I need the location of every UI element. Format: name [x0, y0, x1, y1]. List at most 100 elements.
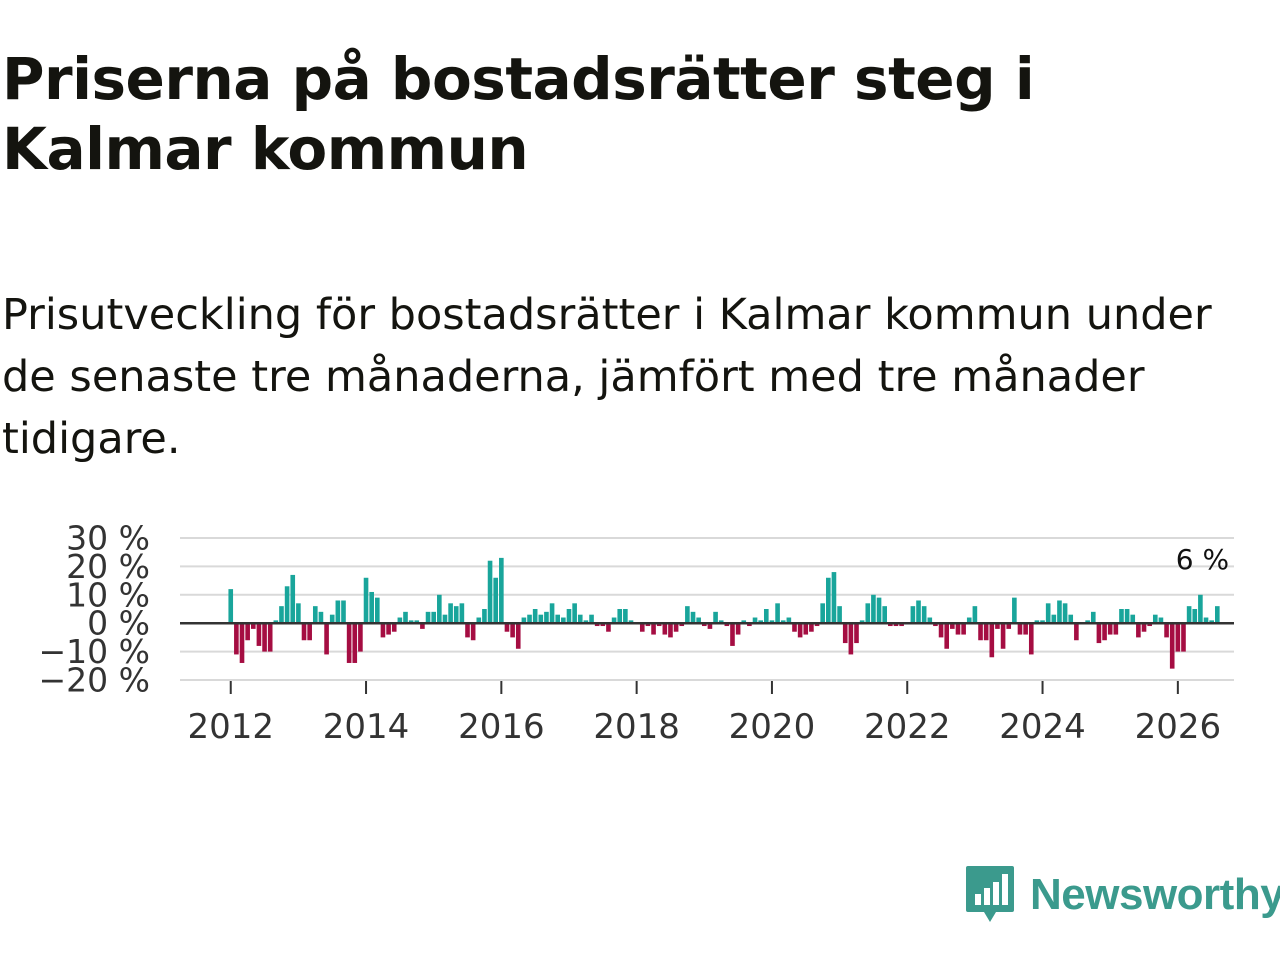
- bar: [792, 623, 797, 632]
- bar: [966, 617, 972, 624]
- bar: [865, 603, 871, 624]
- bar: [594, 623, 600, 627]
- bar: [346, 623, 352, 663]
- bar: [944, 623, 950, 649]
- last-value-annotation: 6 %: [1176, 543, 1229, 576]
- bar: [538, 614, 544, 624]
- bar: [701, 623, 707, 627]
- bar: [927, 617, 933, 624]
- bar: [1203, 617, 1209, 624]
- bar: [1147, 623, 1152, 627]
- bar: [363, 577, 369, 624]
- x-tick-label: 2012: [187, 707, 274, 747]
- bar: [724, 623, 730, 627]
- page-title: Priserna på bostadsrätter steg i Kalmar …: [2, 45, 1035, 183]
- bar: [504, 623, 510, 632]
- bar: [561, 617, 566, 624]
- bar: [826, 577, 831, 624]
- bar: [358, 623, 363, 652]
- bar: [859, 620, 865, 624]
- bar: [273, 620, 279, 624]
- bar: [583, 620, 589, 624]
- bar: [403, 611, 408, 624]
- bar: [1124, 609, 1130, 624]
- bar: [521, 617, 527, 624]
- bar: [690, 611, 696, 624]
- bar: [916, 600, 921, 624]
- bar: [820, 603, 825, 624]
- bar: [842, 623, 848, 644]
- bar: [318, 611, 324, 624]
- bar: [572, 603, 577, 624]
- x-tick-label: 2018: [593, 707, 680, 747]
- bar: [380, 623, 386, 638]
- bar: [290, 574, 296, 624]
- bar: [301, 623, 307, 641]
- bar: [1169, 623, 1175, 669]
- bar: [515, 623, 521, 649]
- bar: [1119, 609, 1124, 624]
- bar: [628, 620, 634, 624]
- bar: [882, 606, 887, 624]
- bar: [696, 617, 701, 624]
- bar: [267, 623, 273, 652]
- bar: [420, 623, 425, 629]
- bar: [279, 606, 284, 624]
- bar: [408, 620, 414, 624]
- bar: [228, 589, 234, 624]
- bar: [369, 591, 374, 624]
- bar: [527, 614, 532, 624]
- bar: [623, 609, 628, 624]
- bar: [549, 603, 555, 624]
- bar: [1175, 623, 1181, 652]
- bar: [735, 623, 741, 635]
- bar: [871, 594, 876, 624]
- bar: [459, 603, 465, 624]
- bar: [769, 620, 775, 624]
- bar: [532, 609, 538, 624]
- bar: [831, 572, 837, 624]
- newsworthy-logo[interactable]: Newsworthy: [964, 864, 1280, 926]
- bar: [989, 623, 995, 658]
- bar: [809, 623, 814, 632]
- bar: [329, 614, 335, 624]
- bar: [1198, 594, 1203, 624]
- newsworthy-logo-icon: [966, 866, 1014, 922]
- bar: [1045, 603, 1051, 624]
- bar: [1057, 600, 1062, 624]
- bar: [1152, 614, 1158, 624]
- bar: [656, 623, 662, 627]
- bar: [577, 614, 583, 624]
- bar: [375, 597, 380, 624]
- bar: [482, 609, 487, 624]
- bar: [899, 623, 904, 627]
- bar: [566, 609, 572, 624]
- bar: [1034, 620, 1040, 624]
- bar: [284, 586, 290, 624]
- bar: [780, 620, 786, 624]
- bar: [1186, 606, 1192, 624]
- bar: [1113, 623, 1119, 635]
- newsworthy-logo-text: Newsworthy: [1030, 870, 1280, 919]
- bar: [617, 609, 623, 624]
- bar: [837, 606, 842, 624]
- bar: [803, 623, 809, 635]
- bar: [611, 617, 617, 624]
- bar: [1107, 623, 1113, 635]
- bar: [465, 623, 470, 638]
- bar: [893, 623, 899, 627]
- bar: [600, 623, 606, 627]
- x-tick-label: 2014: [323, 707, 410, 747]
- bar: [775, 603, 780, 624]
- bar: [1164, 623, 1169, 638]
- bar: [910, 606, 916, 624]
- bar: [1130, 614, 1136, 624]
- bar: [1102, 623, 1107, 641]
- bar: [978, 623, 983, 641]
- x-tick-label: 2024: [999, 707, 1086, 747]
- x-tick-label: 2016: [458, 707, 545, 747]
- x-tick-label: 2022: [864, 707, 951, 747]
- bar: [544, 611, 549, 624]
- bar: [668, 623, 673, 638]
- bar: [555, 614, 561, 624]
